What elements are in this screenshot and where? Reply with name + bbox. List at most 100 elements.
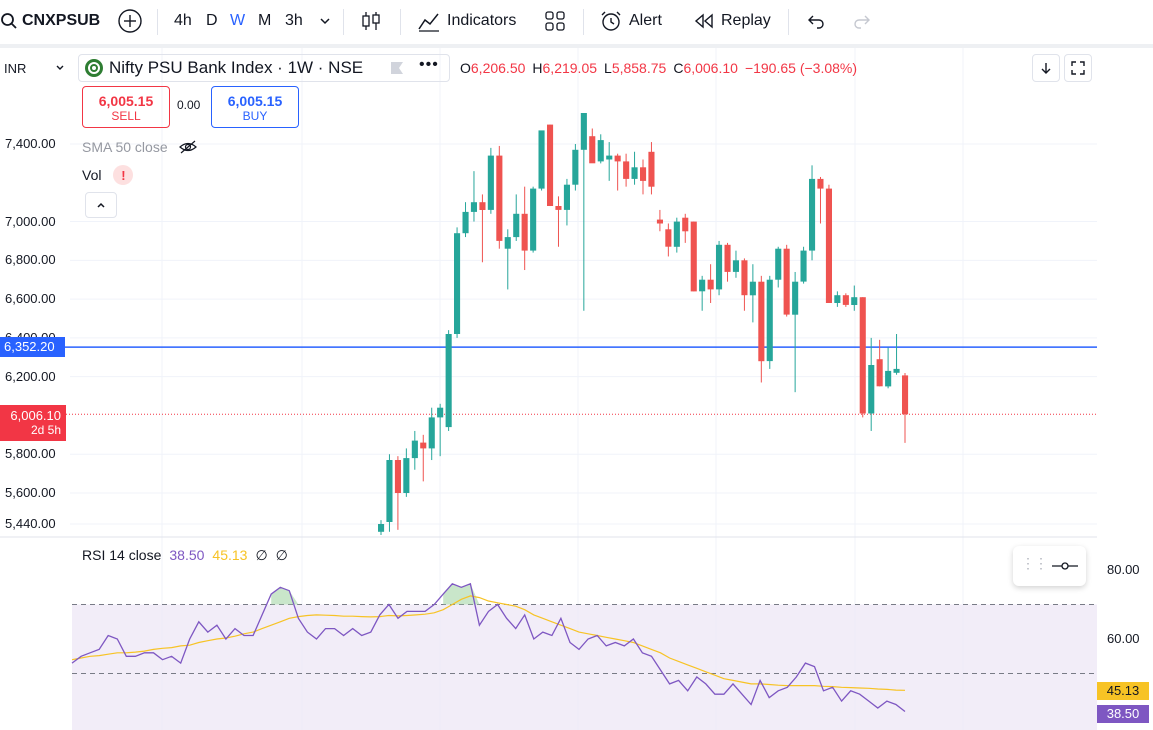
candle [859, 297, 866, 418]
series-title: Nifty PSU Bank Index · 1W · NSE [109, 58, 364, 77]
candle [487, 147, 494, 214]
redo-button[interactable] [852, 0, 872, 42]
buy-button[interactable]: 6,005.15 BUY [211, 86, 299, 128]
search-icon [1, 13, 17, 29]
candle [496, 145, 503, 249]
candle [902, 372, 909, 443]
candle [792, 271, 799, 393]
eye-hidden-icon[interactable] [178, 139, 198, 155]
candle-body [572, 149, 579, 185]
rsi-legend[interactable]: RSI 14 close 38.50 45.13 ∅ ∅ [82, 546, 288, 564]
candle-body [673, 221, 680, 247]
candle [800, 246, 807, 284]
alert-button[interactable]: Alert [599, 0, 662, 42]
candle [572, 144, 579, 191]
candle [394, 456, 401, 530]
warning-icon[interactable]: ! [113, 165, 134, 185]
horizontal-line-tool-icon[interactable] [1051, 559, 1079, 573]
candle-body [648, 151, 655, 187]
vol-legend[interactable]: Vol ! [82, 164, 134, 186]
chart-canvas[interactable] [0, 48, 1153, 730]
candle [597, 134, 604, 164]
spread-value: 0.00 [177, 98, 201, 112]
candle-body [437, 407, 444, 418]
candle-body [749, 281, 756, 296]
timeframe-m[interactable]: M [258, 12, 272, 29]
rsi-tick-label: 80.00 [1107, 562, 1140, 577]
candle-body [394, 460, 401, 493]
price-tick-label: 5,440.00 [5, 516, 56, 532]
symbol-search-button[interactable]: CNXPSUB [0, 0, 100, 42]
timeframe-dropdown[interactable] [318, 0, 332, 42]
replay-button[interactable]: Replay [693, 0, 771, 42]
price-tick-label: 5,800.00 [5, 446, 56, 462]
plus-circle-icon [118, 9, 142, 33]
buy-label: BUY [242, 109, 268, 123]
candle [521, 186, 528, 271]
candle-body [403, 458, 410, 493]
candle [470, 171, 477, 222]
floating-toolbar[interactable]: ⋮⋮ [1013, 546, 1086, 586]
low-label: L [604, 60, 612, 76]
candle-body [868, 365, 875, 414]
candle [665, 223, 672, 257]
drag-handle-icon[interactable]: ⋮⋮ [1021, 555, 1048, 571]
compare-symbol-button[interactable] [117, 0, 143, 42]
candle [868, 337, 875, 431]
ohlc-values: O 6,206.50 H 6,219.05 L 5,858.75 C 6,006.10 … [460, 58, 857, 78]
candle [851, 285, 858, 311]
fullscreen-button[interactable] [1064, 54, 1092, 82]
more-options-icon[interactable]: ••• [419, 56, 439, 73]
rsi-band [72, 604, 1097, 730]
timeframe-w[interactable]: W [230, 12, 246, 29]
undo-button[interactable] [806, 0, 826, 42]
timeframe-4h[interactable]: 4h [174, 12, 192, 29]
scroll-to-latest-button[interactable] [1032, 54, 1060, 82]
rsi-label: RSI 14 close [82, 547, 162, 563]
last-price-badge: 6,006.10 2d 5h [0, 405, 66, 442]
toolbar-divider [157, 9, 158, 35]
collapse-legend-button[interactable] [85, 192, 117, 218]
price-tick-label: 6,600.00 [5, 291, 56, 307]
candle-body [885, 370, 892, 387]
candle-body [454, 233, 461, 334]
candle-body [386, 460, 393, 522]
sma-legend[interactable]: SMA 50 close [82, 138, 198, 156]
rsi-ma-line [71, 595, 906, 691]
candle-body [580, 113, 587, 150]
candle-body [741, 260, 748, 296]
candle [623, 153, 630, 187]
sell-button[interactable]: 6,005.15 SELL [82, 86, 170, 128]
candle-body [716, 244, 723, 290]
candle [656, 209, 663, 232]
timeframe-d[interactable]: D [206, 12, 218, 29]
candle [834, 291, 841, 307]
candle-body [800, 250, 807, 282]
candle [428, 407, 435, 461]
indicators-button[interactable]: Indicators [417, 0, 516, 42]
candles-icon [362, 12, 380, 30]
chart-type-button[interactable] [360, 0, 382, 42]
rsi-ma-badge: 45.13 [1097, 682, 1149, 700]
candle-body [902, 375, 909, 415]
flag-icon [391, 62, 403, 74]
rsi-line [71, 582, 906, 713]
alarm-clock-icon [601, 11, 621, 31]
currency-selector[interactable]: INR [4, 57, 66, 79]
candle-body [665, 229, 672, 247]
candle-body [470, 202, 477, 212]
rsi-empty-value-2: ∅ [275, 546, 288, 563]
open-label: O [460, 60, 471, 76]
chevron-down-icon [320, 18, 330, 25]
candle-body [809, 178, 816, 251]
series-legend[interactable]: Nifty PSU Bank Index · 1W · NSE ••• [78, 54, 450, 82]
candle-body [606, 155, 613, 160]
toolbar-divider [583, 9, 584, 35]
candle [842, 293, 849, 307]
candle [732, 250, 739, 278]
candle [640, 159, 647, 195]
candle-body [893, 368, 900, 373]
layouts-button[interactable] [544, 0, 566, 42]
timeframe-3h[interactable]: 3h [285, 12, 303, 29]
candle-body [732, 260, 739, 272]
